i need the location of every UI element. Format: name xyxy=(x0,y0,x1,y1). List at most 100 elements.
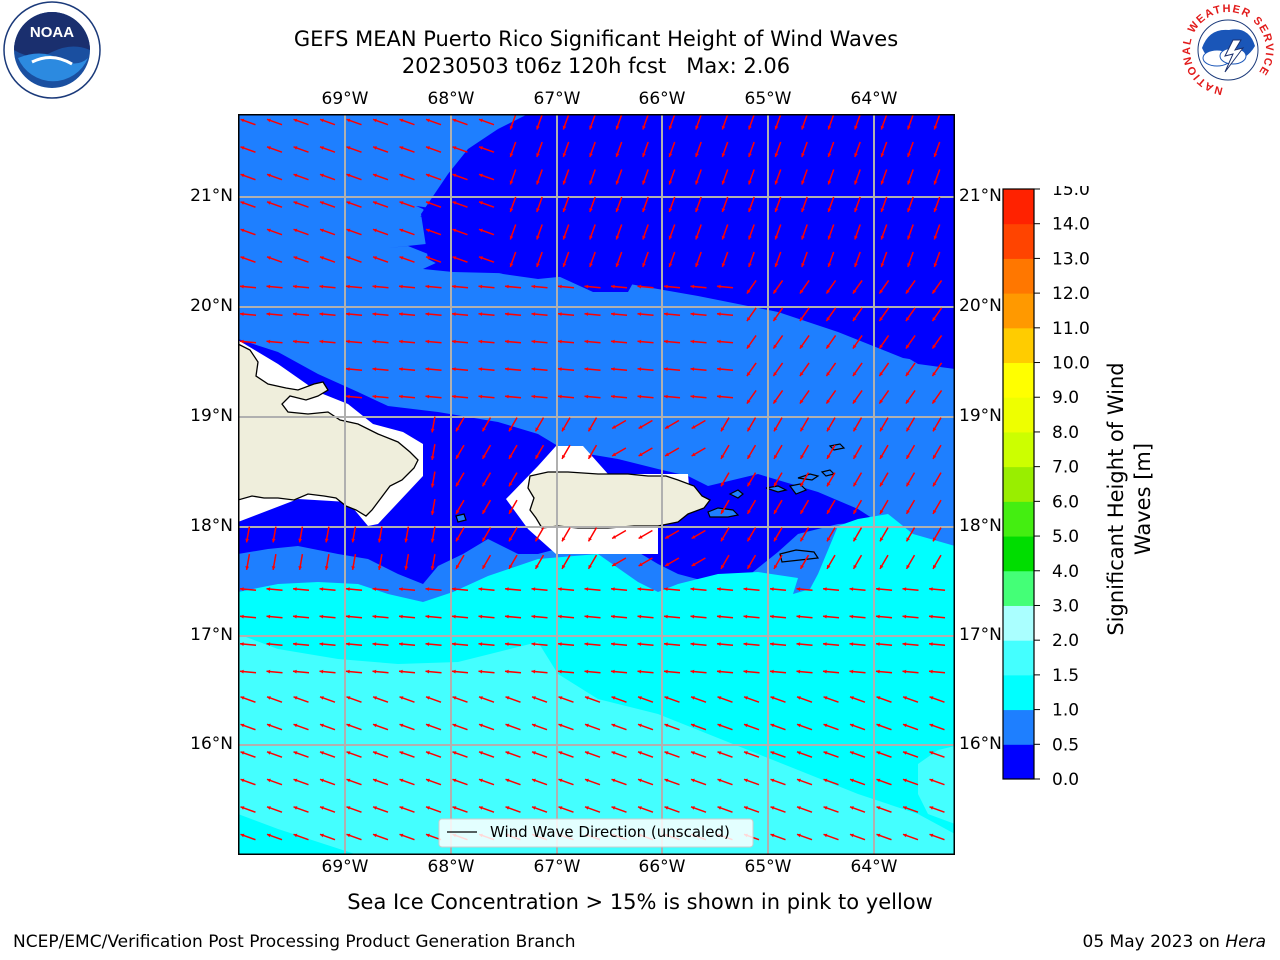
wind-wave-vector-head xyxy=(505,642,509,646)
wind-wave-vector-head xyxy=(770,587,774,591)
lon-tick-top: 65°W xyxy=(744,89,792,109)
wind-wave-vector-head xyxy=(827,208,832,212)
wind-wave-vector-head xyxy=(346,642,350,646)
wind-wave-vector-head xyxy=(430,483,435,488)
wind-wave-vector-head xyxy=(399,806,404,810)
noaa-logo-text: NOAA xyxy=(30,24,74,41)
wind-wave-vector-head xyxy=(558,587,562,591)
wind-wave-vector-head xyxy=(320,778,324,783)
wind-wave-vector-head xyxy=(372,367,377,371)
wind-wave-vector-head xyxy=(426,201,430,205)
wind-wave-vector-head xyxy=(933,537,937,542)
wind-wave-vector-head xyxy=(638,425,643,429)
wind-wave-vector-head xyxy=(536,153,540,157)
wind-wave-vector-head xyxy=(796,587,801,591)
wind-wave-vector-head xyxy=(611,806,616,810)
colorbar-block xyxy=(1003,536,1034,572)
wind-wave-vector-head xyxy=(240,284,244,289)
wind-wave-vector-head xyxy=(933,509,937,514)
wind-wave-vector-head xyxy=(373,173,377,178)
wind-wave-vector-head xyxy=(774,153,779,157)
wind-wave-vector-head xyxy=(240,118,245,123)
wind-wave-vector-head xyxy=(478,614,483,619)
wind-wave-vector-head xyxy=(267,751,271,755)
wind-wave-vector-head xyxy=(773,317,777,322)
wind-wave-vector-head xyxy=(823,669,827,674)
wind-wave-vector-head xyxy=(585,751,589,755)
colorbar-tick-label: 6.0 xyxy=(1052,492,1079,512)
wind-wave-vector-head xyxy=(665,562,670,566)
wind-wave-vector-head xyxy=(774,482,778,487)
wind-wave-vector-head xyxy=(905,372,910,377)
wind-wave-vector-head xyxy=(744,723,748,728)
wind-wave-vector-head xyxy=(584,312,589,316)
wind-wave-vector-head xyxy=(637,394,642,399)
wind-wave-vector-head xyxy=(827,263,832,267)
wind-wave-vector-head xyxy=(717,614,721,619)
wind-wave-vector-head xyxy=(456,454,460,459)
wind-wave-vector-head xyxy=(611,284,615,289)
wind-wave-vector-head xyxy=(695,235,699,240)
wind-wave-vector-head xyxy=(690,312,695,316)
wind-wave-vector-head xyxy=(905,344,910,349)
wind-wave-vector-head xyxy=(717,751,722,755)
wind-wave-vector-head xyxy=(880,482,884,487)
wind-wave-vector-head xyxy=(588,537,592,542)
colorbar-block xyxy=(1003,570,1034,606)
wind-wave-vector-head xyxy=(933,427,937,432)
wind-wave-vector-head xyxy=(876,669,880,674)
wind-wave-vector-head xyxy=(240,201,245,205)
wind-wave-vector-head xyxy=(774,208,779,212)
colorbar-tick-label: 8.0 xyxy=(1052,423,1079,443)
wind-wave-vector-head xyxy=(746,372,751,377)
lat-tick-right: 16°N xyxy=(959,734,1002,754)
wind-wave-vector-head xyxy=(452,173,457,178)
lat-tick-left: 17°N xyxy=(190,625,233,645)
wind-wave-vector-head xyxy=(562,125,567,130)
wind-wave-vector-head xyxy=(531,587,536,591)
wind-wave-vector-head xyxy=(426,723,430,728)
colorbar-tick-label: 0.5 xyxy=(1052,735,1079,755)
wind-wave-vector-head xyxy=(907,235,911,240)
wind-wave-vector-head xyxy=(452,228,457,233)
colorbar-label-line2: Waves [m] xyxy=(1131,442,1155,556)
wind-wave-vector-head xyxy=(615,208,620,212)
wind-wave-vector-head xyxy=(267,146,271,150)
wind-wave-vector-head xyxy=(664,339,668,344)
wind-wave-vector-head xyxy=(478,642,483,646)
wind-wave-vector-head xyxy=(536,125,540,130)
wind-wave-vector-head xyxy=(748,153,752,157)
wind-wave-vector-head xyxy=(426,696,430,700)
colorbar-tick-label: 1.0 xyxy=(1052,701,1079,721)
wind-wave-vector-head xyxy=(826,399,830,404)
wind-wave-vector-head xyxy=(774,180,779,185)
wind-wave-vector-head xyxy=(531,614,536,619)
wind-wave-vector-head xyxy=(748,180,752,185)
wind-wave-vector-head xyxy=(664,751,669,755)
wind-wave-vector-head xyxy=(797,723,801,728)
wind-wave-vector-head xyxy=(796,669,801,674)
colorbar: 0.0 0.5 1.0 1.5 2.0 3.0 4.0 5.0 6.0 7.0 8.0 9.0 10.0… xyxy=(1002,186,1090,786)
wind-wave-vector-head xyxy=(773,372,777,377)
wind-wave-vector-head xyxy=(933,153,938,157)
wind-wave-vector-head xyxy=(800,482,804,487)
lon-tick-top: 68°W xyxy=(427,89,475,109)
wind-wave-vector-head xyxy=(611,669,615,674)
wind-wave-vector-head xyxy=(823,642,827,646)
wind-wave-vector-head xyxy=(558,669,562,674)
colorbar-label-line1: Significant Height of Wind xyxy=(1104,362,1128,636)
wind-wave-vector-head xyxy=(373,201,377,205)
colorbar-tick-label: 2.0 xyxy=(1052,631,1079,651)
wind-wave-vector-head xyxy=(717,312,721,316)
wind-wave-vector-head xyxy=(346,806,351,810)
wind-wave-vector-head xyxy=(717,642,721,646)
wind-wave-vector-head xyxy=(695,208,699,212)
wind-wave-vector-head xyxy=(615,180,620,185)
wind-wave-vector-head xyxy=(509,235,514,240)
wind-wave-vector-head xyxy=(505,394,509,399)
wind-wave-vector-head xyxy=(773,289,777,294)
wind-wave-vector-head xyxy=(690,339,695,344)
wind-wave-vector-head xyxy=(584,642,589,646)
wind-wave-vector-head xyxy=(293,696,298,700)
wind-wave-vector-head xyxy=(298,538,303,543)
